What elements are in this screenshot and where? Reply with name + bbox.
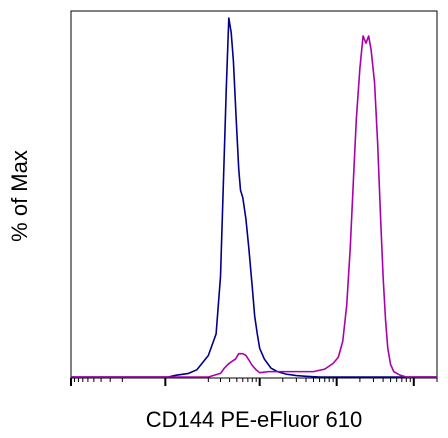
y-axis-label: % of Max [7,150,32,242]
histogram-series-2 [71,35,437,378]
series-layer [71,17,437,378]
plot-frame [70,10,438,379]
x-axis-ticks [70,378,438,386]
histogram-series-1 [71,17,437,378]
x-axis-label: CD144 PE-eFluor 610 [146,407,362,432]
